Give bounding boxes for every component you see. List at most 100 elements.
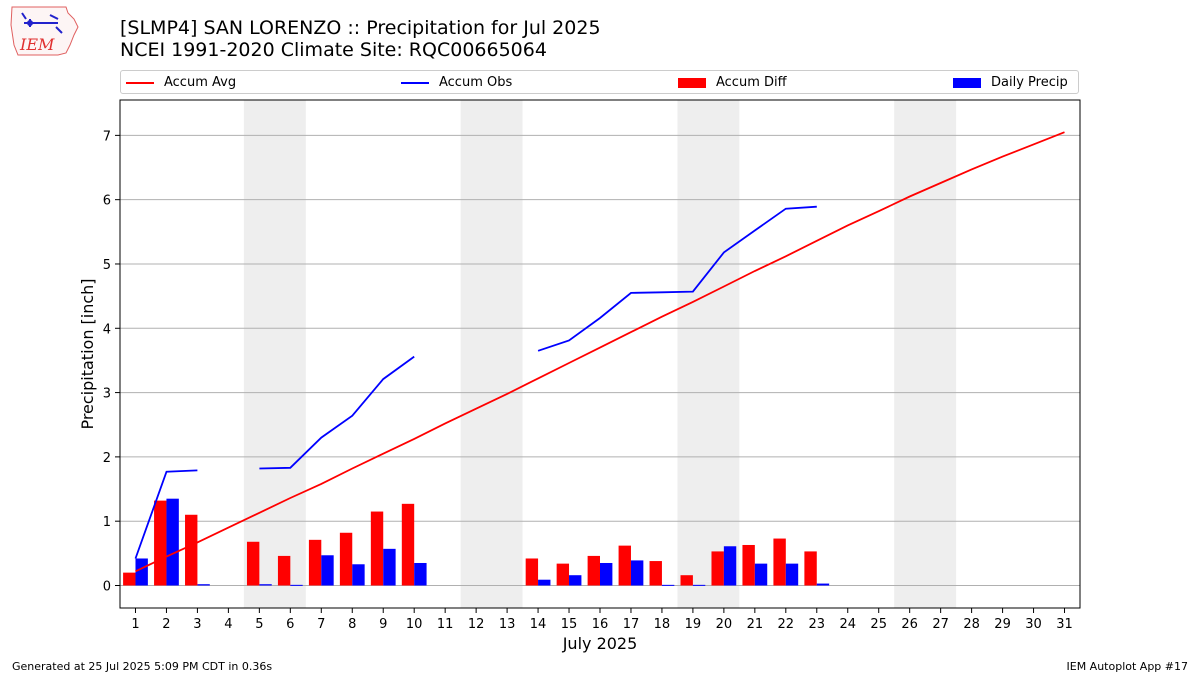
- x-tick-label: 5: [255, 617, 263, 632]
- iowa-outline-icon: [10, 6, 79, 56]
- accum-diff-bar: [154, 500, 167, 586]
- y-tick-label: 7: [103, 129, 111, 144]
- x-axis-label: July 2025: [562, 634, 638, 653]
- x-tick-label: 24: [839, 617, 856, 632]
- daily-precip-bar: [723, 546, 737, 586]
- x-tick-label: 21: [747, 617, 764, 632]
- accum-diff-bar: [556, 563, 570, 586]
- x-tick-label: 16: [592, 617, 609, 632]
- daily-precip-bar: [661, 584, 675, 586]
- x-tick-label: 22: [778, 617, 795, 632]
- x-tick-label: 20: [716, 617, 733, 632]
- accum-diff-bar: [525, 558, 539, 586]
- daily-precip-bar: [197, 584, 210, 586]
- iem-logo: IEM: [10, 6, 79, 56]
- x-tick-label: 17: [623, 617, 640, 632]
- x-tick-label: 8: [348, 617, 356, 632]
- accum-avg-line: [135, 131, 1065, 573]
- daily-precip-bar: [785, 563, 799, 586]
- legend-swatch-blue-line: [401, 81, 429, 84]
- daily-precip-bar: [754, 563, 768, 586]
- x-tick-label: 23: [809, 617, 826, 632]
- x-tick-label: 26: [901, 617, 918, 632]
- accum-diff-bar: [742, 544, 755, 586]
- x-tick-label: 19: [685, 617, 702, 632]
- daily-precip-bar: [352, 564, 365, 586]
- accum-diff-bar: [123, 572, 136, 586]
- legend-swatch-blue-box: [953, 77, 981, 88]
- legend-swatch-red-box: [678, 77, 706, 88]
- x-tick-label: 27: [932, 617, 949, 632]
- daily-precip-bar: [166, 498, 179, 586]
- legend-label: Daily Precip: [991, 75, 1068, 90]
- accum-diff-bar: [185, 514, 198, 586]
- chart-title: [SLMP4] SAN LORENZO :: Precipitation for…: [120, 17, 601, 39]
- accum-diff-bar: [711, 551, 724, 586]
- x-tick-label: 11: [437, 617, 454, 632]
- chart-legend: Accum Avg Accum Obs Accum Diff Daily Pre…: [120, 70, 1079, 94]
- legend-daily-precip: Daily Precip: [953, 74, 1068, 92]
- daily-precip-bar: [383, 548, 396, 586]
- weekend-band: [894, 100, 957, 608]
- daily-precip-bar: [259, 584, 272, 586]
- x-tick-label: 6: [286, 617, 294, 632]
- x-tick-label: 1: [131, 617, 139, 632]
- x-tick-label: 10: [406, 617, 423, 632]
- x-tick-label: 29: [994, 617, 1011, 632]
- x-tick-label: 14: [530, 617, 547, 632]
- x-tick-label: 18: [654, 617, 671, 632]
- x-tick-label: 7: [317, 617, 325, 632]
- daily-precip-bar: [630, 560, 644, 586]
- daily-precip-bar: [414, 562, 427, 586]
- x-tick-label: 13: [499, 617, 516, 632]
- x-tick-label: 28: [963, 617, 980, 632]
- daily-precip-bar: [569, 575, 582, 586]
- accum-diff-bar: [308, 539, 322, 586]
- daily-precip-bar: [290, 584, 303, 586]
- y-tick-label: 1: [103, 515, 111, 530]
- x-tick-label: 25: [870, 617, 887, 632]
- legend-label: Accum Diff: [716, 75, 787, 90]
- accum-diff-bar: [370, 511, 384, 586]
- accum-diff-bar: [680, 575, 693, 586]
- x-tick-label: 12: [468, 617, 485, 632]
- x-tick-label: 30: [1025, 617, 1042, 632]
- weekend-band: [243, 100, 306, 608]
- daily-precip-bar: [135, 558, 148, 586]
- accum-diff-bar: [246, 541, 260, 586]
- legend-accum-avg: Accum Avg: [126, 74, 236, 92]
- generated-timestamp: Generated at 25 Jul 2025 5:09 PM CDT in …: [12, 660, 273, 673]
- x-tick-label: 9: [379, 617, 387, 632]
- daily-precip-bar: [538, 579, 551, 586]
- legend-accum-obs: Accum Obs: [401, 74, 512, 92]
- accum-diff-bar: [773, 538, 786, 586]
- daily-precip-bar: [692, 584, 706, 586]
- daily-precip-bar: [600, 562, 613, 586]
- accum-diff-bar: [649, 561, 662, 586]
- y-tick-label: 2: [103, 451, 111, 466]
- y-tick-label: 3: [103, 387, 111, 402]
- legend-swatch-red-line: [126, 81, 154, 84]
- logo-text: IEM: [19, 35, 55, 54]
- accum-obs-line: [134, 469, 198, 559]
- accum-diff-bar: [401, 503, 415, 586]
- y-tick-label: 0: [103, 579, 111, 594]
- y-tick-label: 4: [103, 322, 111, 337]
- legend-label: Accum Avg: [164, 75, 237, 90]
- x-tick-label: 31: [1056, 617, 1073, 632]
- y-axis-label: Precipitation [inch]: [78, 278, 97, 429]
- y-tick-label: 5: [103, 258, 111, 273]
- weekend-band: [460, 100, 523, 608]
- daily-precip-bar: [321, 555, 334, 586]
- x-tick-label: 2: [162, 617, 170, 632]
- daily-precip-bar: [816, 583, 830, 586]
- accum-obs-line: [537, 205, 817, 352]
- app-id: IEM Autoplot App #17: [1066, 660, 1189, 673]
- legend-label: Accum Obs: [439, 75, 513, 90]
- weekend-band: [677, 100, 740, 608]
- accum-diff-bar: [804, 551, 817, 586]
- x-tick-label: 15: [561, 617, 578, 632]
- x-tick-label: 4: [224, 617, 232, 632]
- y-tick-label: 6: [103, 194, 111, 209]
- accum-diff-bar: [277, 555, 291, 586]
